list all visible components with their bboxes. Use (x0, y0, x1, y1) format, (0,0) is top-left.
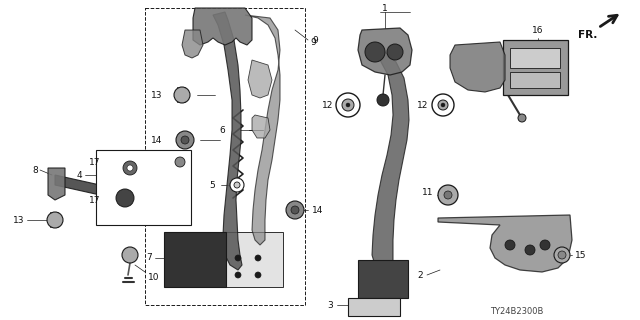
Text: 1: 1 (382, 4, 388, 12)
Text: 3: 3 (327, 300, 333, 309)
Circle shape (432, 94, 454, 116)
Circle shape (116, 189, 134, 207)
Text: 10: 10 (148, 274, 159, 283)
Text: 8: 8 (32, 165, 38, 174)
Circle shape (336, 93, 360, 117)
Bar (510, 72, 560, 88)
Text: 13: 13 (150, 91, 162, 100)
Bar (96, 150, 191, 225)
Bar (348, 298, 400, 316)
Text: 9: 9 (310, 37, 316, 46)
Circle shape (505, 240, 515, 250)
Polygon shape (226, 232, 283, 287)
Circle shape (554, 247, 570, 263)
Text: 15: 15 (575, 252, 586, 260)
Text: 6: 6 (220, 125, 225, 134)
Text: 9: 9 (312, 36, 317, 44)
Circle shape (127, 165, 133, 171)
Text: 2: 2 (417, 270, 423, 279)
Circle shape (175, 157, 185, 167)
Circle shape (525, 245, 535, 255)
Circle shape (518, 114, 526, 122)
Bar (164, 232, 226, 287)
Text: 5: 5 (209, 180, 215, 189)
Circle shape (255, 272, 261, 278)
Polygon shape (245, 15, 280, 245)
Text: 12: 12 (322, 100, 333, 109)
Bar (145, 8, 305, 305)
Circle shape (438, 185, 458, 205)
Text: 16: 16 (532, 26, 544, 35)
Circle shape (235, 272, 241, 278)
Polygon shape (193, 8, 252, 45)
Circle shape (441, 103, 445, 107)
Circle shape (365, 42, 385, 62)
Circle shape (342, 99, 354, 111)
Text: 17: 17 (88, 196, 100, 204)
Text: TY24B2300B: TY24B2300B (490, 308, 543, 316)
Circle shape (174, 87, 190, 103)
Circle shape (181, 136, 189, 144)
Text: 4: 4 (76, 171, 82, 180)
Polygon shape (55, 175, 145, 205)
Circle shape (291, 206, 299, 214)
Text: FR.: FR. (578, 30, 597, 40)
Circle shape (235, 255, 241, 261)
Polygon shape (438, 215, 572, 272)
Text: 12: 12 (417, 100, 428, 109)
Polygon shape (450, 42, 505, 92)
Text: 14: 14 (150, 135, 162, 145)
Circle shape (438, 100, 448, 110)
Text: 11: 11 (422, 188, 433, 196)
Circle shape (255, 255, 261, 261)
Text: 13: 13 (13, 215, 24, 225)
Circle shape (346, 103, 350, 107)
Circle shape (122, 247, 138, 263)
Bar (503, 40, 568, 95)
Circle shape (377, 94, 389, 106)
Circle shape (540, 240, 550, 250)
Bar (358, 260, 408, 298)
Circle shape (123, 161, 137, 175)
Polygon shape (48, 168, 65, 200)
Circle shape (286, 201, 304, 219)
Circle shape (47, 212, 63, 228)
Circle shape (444, 191, 452, 199)
Polygon shape (370, 52, 409, 270)
Text: 7: 7 (147, 253, 152, 262)
Text: 17: 17 (88, 157, 100, 166)
Polygon shape (213, 12, 242, 270)
Polygon shape (252, 115, 270, 138)
Polygon shape (248, 60, 272, 98)
Circle shape (558, 251, 566, 259)
Polygon shape (182, 30, 203, 58)
Circle shape (234, 182, 240, 188)
Text: 14: 14 (312, 205, 323, 214)
Circle shape (176, 131, 194, 149)
Polygon shape (358, 28, 412, 75)
Circle shape (230, 178, 244, 192)
Circle shape (387, 44, 403, 60)
Bar (510, 48, 560, 68)
